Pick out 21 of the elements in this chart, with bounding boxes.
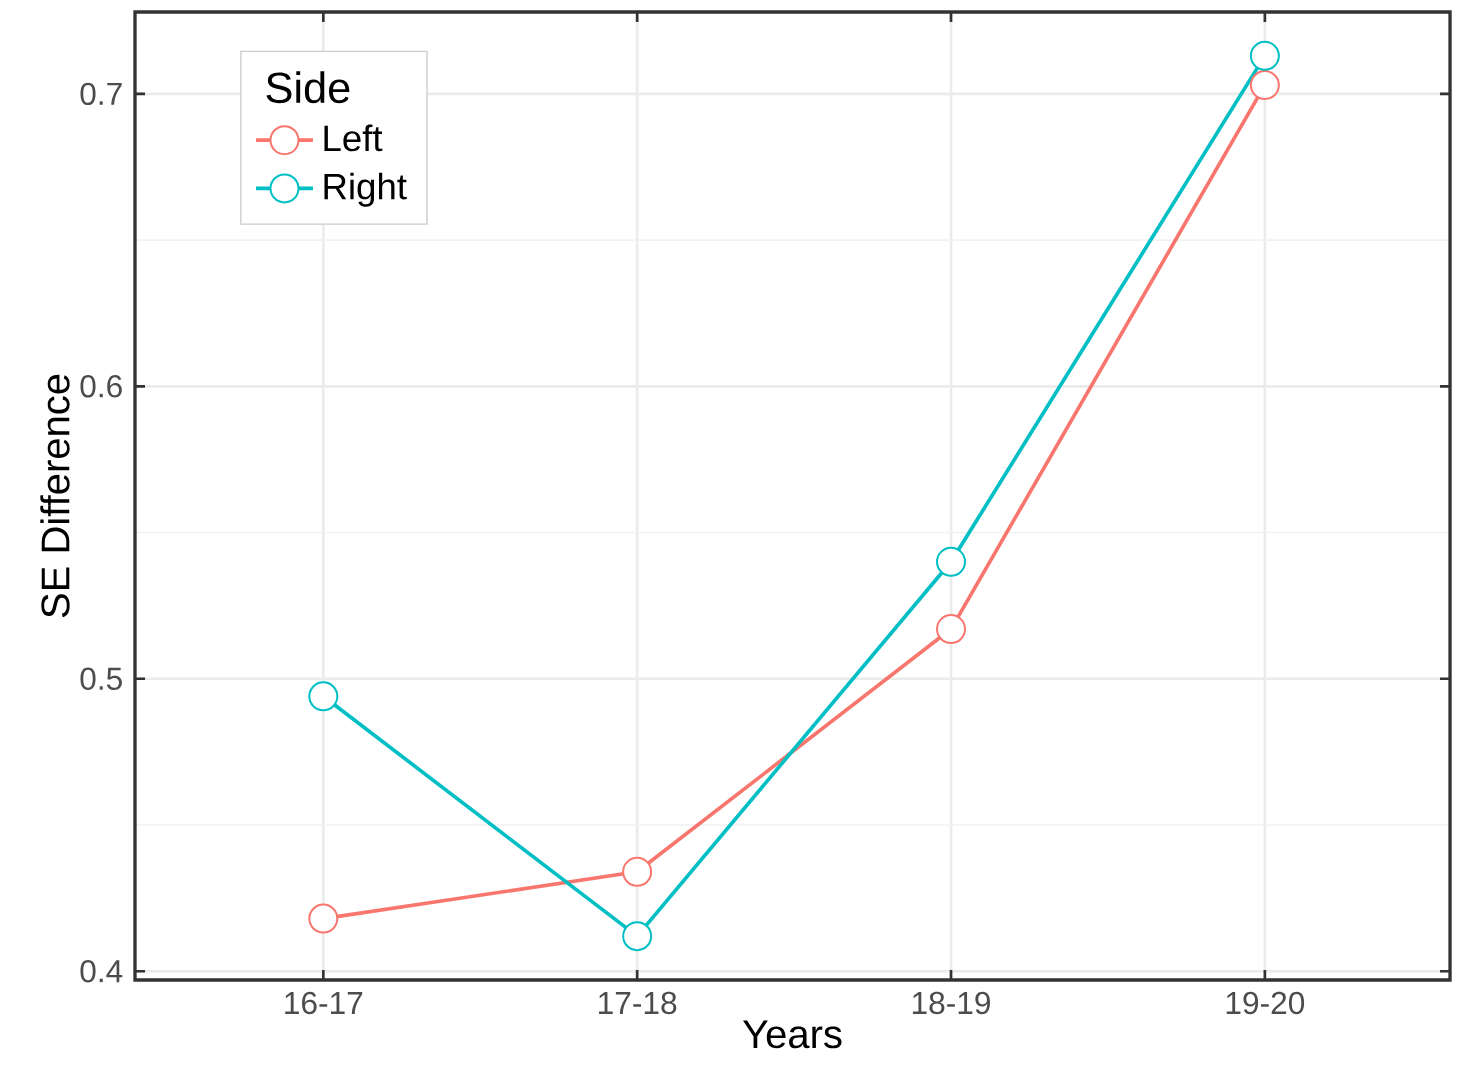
- y-tick-label: 0.7: [80, 82, 122, 106]
- x-tick-label: 18-19: [912, 991, 990, 1015]
- y-tick-label: 0.6: [80, 375, 122, 398]
- point: [622, 856, 653, 887]
- point: [936, 614, 967, 645]
- x-tick-label: 17-18: [599, 991, 677, 1015]
- legend-title: Side: [266, 71, 350, 104]
- point: [622, 921, 653, 952]
- point: [308, 903, 339, 934]
- x-tick-label: 16-17: [285, 991, 363, 1015]
- y-tick-label: 0.4: [80, 960, 123, 983]
- legend-label: Right: [324, 172, 407, 207]
- x-tick-label: 19-20: [1226, 991, 1305, 1015]
- x-axis-title: Years: [743, 1020, 842, 1049]
- point: [936, 546, 967, 577]
- point: [1249, 70, 1280, 101]
- legend-label: Left: [324, 124, 383, 152]
- y-tick-label: 0.5: [80, 667, 122, 690]
- point: [308, 681, 339, 712]
- y-axis-title: SE Difference: [40, 374, 70, 618]
- point: [1249, 40, 1280, 71]
